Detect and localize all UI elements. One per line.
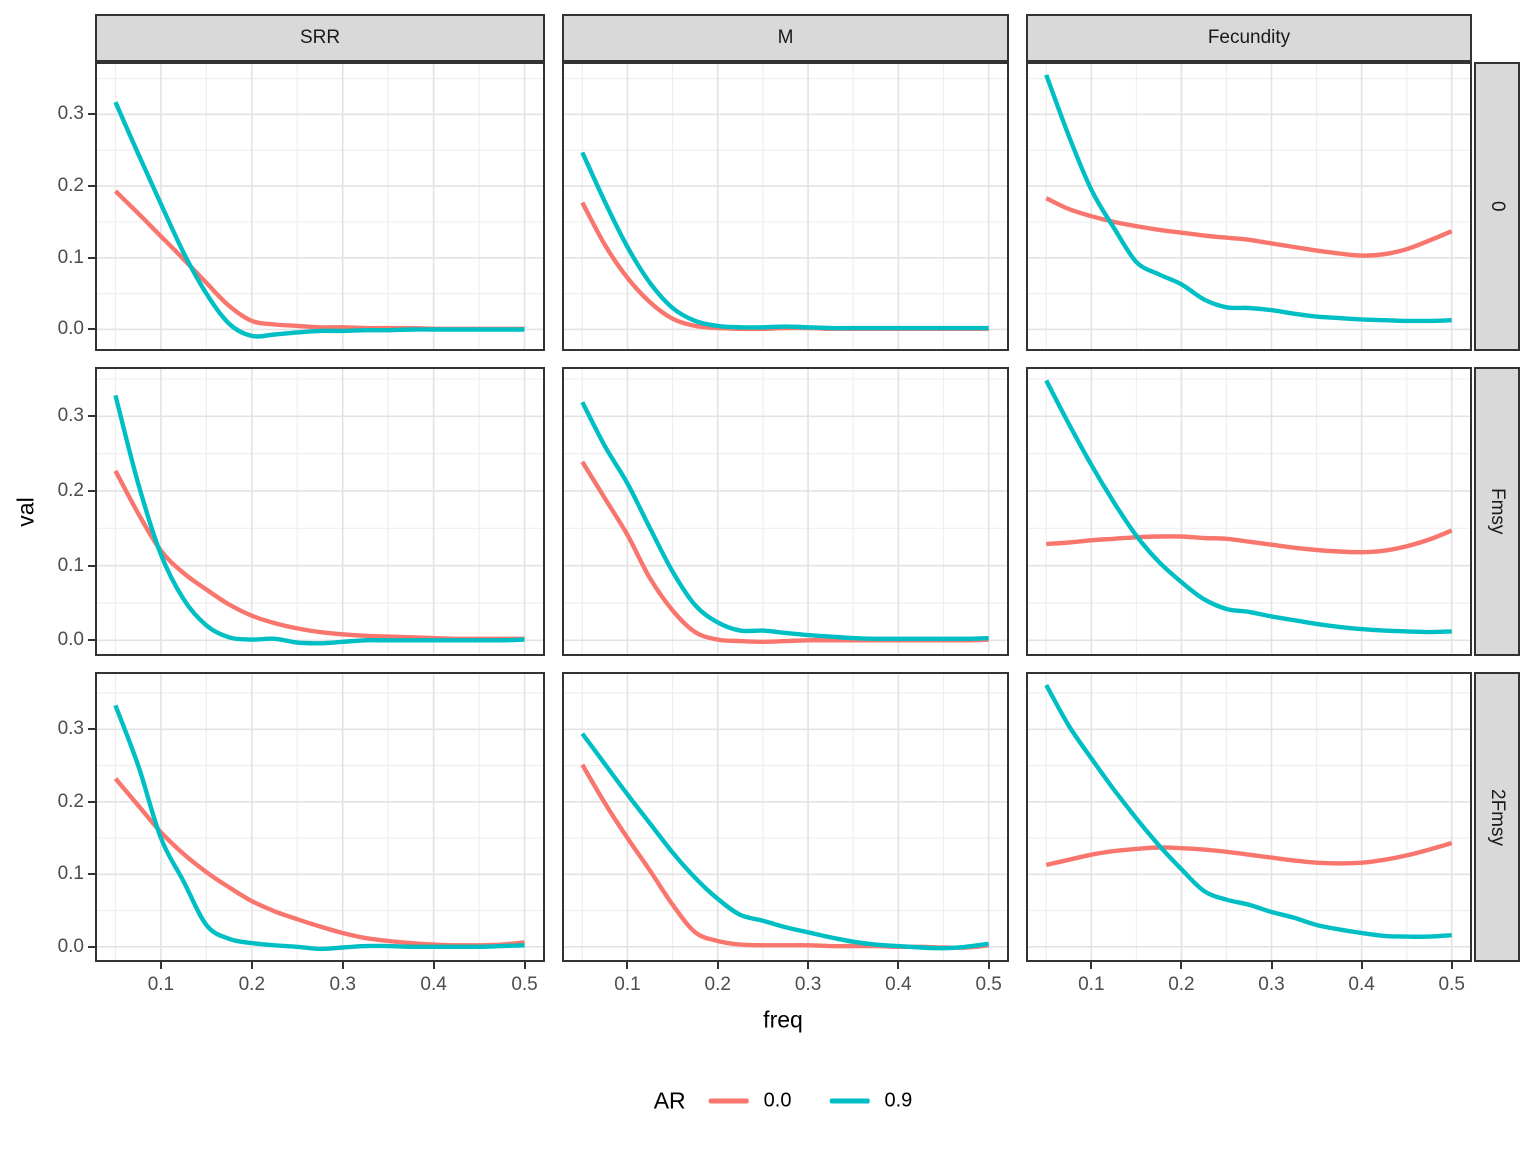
- line-series-AR-0.0: [1045, 196, 1453, 258]
- x-tick-label: 0.5: [975, 974, 1002, 995]
- line-series-AR-0.9: [580, 732, 989, 951]
- panel-Fecundity-Fmsy: [1026, 367, 1472, 656]
- x-tick-label: 0.4: [885, 974, 912, 995]
- y-tick-mark: [88, 489, 95, 492]
- line-series-AR-0.9: [113, 394, 525, 646]
- y-tick-label: 0.3: [57, 103, 84, 125]
- panel-Fecundity-0: [1026, 62, 1472, 351]
- line-series-AR-0.0: [1046, 528, 1453, 555]
- y-tick-label: 0.2: [57, 790, 84, 812]
- facet-column-strip-M: M: [562, 14, 1009, 62]
- line-series-AR-0.0: [113, 469, 525, 642]
- line-series-AR-0.9: [580, 151, 989, 331]
- x-tick-label: 0.4: [1348, 974, 1375, 995]
- panel-SRR-2Fmsy: [95, 672, 545, 962]
- y-tick-label: 0.0: [57, 318, 84, 340]
- panel-M-0: [562, 62, 1009, 351]
- y-tick-mark: [88, 800, 95, 803]
- facet-row-strip-Fmsy: Fmsy: [1474, 367, 1520, 656]
- x-tick-mark: [1180, 962, 1183, 969]
- x-tick-label: 0.2: [1168, 974, 1195, 995]
- x-tick-label: 0.4: [420, 974, 447, 995]
- x-tick-label: 0.3: [794, 974, 822, 995]
- facet-column-strip-Fecundity: Fecundity: [1026, 14, 1472, 62]
- x-tick-mark: [716, 962, 719, 969]
- x-tick-mark: [159, 962, 162, 969]
- line-series-AR-0.9: [580, 401, 989, 642]
- panel-M-2Fmsy: [562, 672, 1009, 962]
- y-tick-label: 0.2: [57, 479, 84, 501]
- x-tick-label: 0.3: [329, 974, 356, 995]
- line-series-AR-0.0: [1045, 840, 1453, 867]
- legend-entry-label: 0.9: [884, 1089, 913, 1112]
- line-series-AR-0.0: [113, 777, 525, 948]
- legend-title: AR: [653, 1087, 686, 1114]
- x-tick-mark: [897, 962, 900, 969]
- y-tick-label: 0.1: [57, 554, 84, 576]
- x-tick-mark: [1360, 962, 1363, 969]
- x-tick-label: 0.3: [1258, 974, 1285, 995]
- x-tick-mark: [1270, 962, 1273, 969]
- line-series-AR-0.0: [580, 460, 989, 644]
- x-tick-label: 0.2: [704, 974, 731, 995]
- x-axis-title: freq: [763, 1006, 803, 1033]
- y-tick-label: 0.2: [57, 175, 84, 197]
- legend: AR 0.0 0.9: [654, 1088, 913, 1115]
- y-tick-mark: [88, 873, 95, 876]
- y-tick-label: 0.0: [57, 935, 84, 957]
- x-tick-mark: [1090, 962, 1093, 969]
- line-series-AR-0.9: [113, 704, 525, 952]
- x-tick-label: 0.5: [511, 974, 538, 995]
- legend-key-teal-line-icon: [829, 1098, 870, 1104]
- legend-entry-label: 0.0: [763, 1089, 792, 1112]
- facet-row-strip-0: 0: [1474, 62, 1520, 351]
- y-tick-mark: [88, 256, 95, 259]
- y-tick-mark: [88, 185, 95, 188]
- y-tick-mark: [88, 728, 95, 731]
- x-tick-mark: [250, 962, 253, 969]
- line-series-AR-0.9: [113, 101, 525, 339]
- panel-Fecundity-2Fmsy: [1026, 672, 1472, 962]
- facet-column-strip-SRR: SRR: [95, 14, 545, 62]
- line-series-AR-0.9: [1044, 683, 1452, 939]
- panel-M-Fmsy: [562, 367, 1009, 656]
- y-tick-mark: [88, 328, 95, 331]
- y-tick-mark: [88, 113, 95, 116]
- x-tick-label: 0.1: [147, 974, 175, 995]
- line-series-AR-0.0: [113, 189, 525, 332]
- x-tick-label: 0.5: [1438, 974, 1465, 995]
- line-series-AR-0.0: [580, 763, 989, 950]
- y-tick-mark: [88, 945, 95, 948]
- y-tick-mark: [88, 564, 95, 567]
- line-series-AR-0.9: [1044, 379, 1452, 635]
- y-tick-mark: [88, 415, 95, 418]
- x-tick-mark: [987, 962, 990, 969]
- x-tick-label: 0.2: [238, 974, 266, 995]
- panel-SRR-0: [95, 62, 545, 351]
- y-tick-label: 0.1: [57, 863, 84, 885]
- x-tick-mark: [807, 962, 810, 969]
- y-tick-label: 0.3: [57, 405, 84, 427]
- panel-SRR-Fmsy: [95, 367, 545, 656]
- y-tick-label: 0.0: [57, 629, 84, 651]
- x-tick-label: 0.1: [614, 974, 641, 995]
- x-tick-mark: [341, 962, 344, 969]
- y-tick-label: 0.1: [57, 246, 84, 268]
- x-tick-mark: [523, 962, 526, 969]
- legend-key-red-line-icon: [708, 1098, 749, 1104]
- x-tick-mark: [432, 962, 435, 969]
- x-tick-mark: [626, 962, 629, 969]
- y-tick-mark: [88, 639, 95, 642]
- line-series-AR-0.9: [1044, 74, 1452, 324]
- y-tick-label: 0.3: [57, 718, 84, 740]
- x-tick-label: 0.1: [1078, 974, 1105, 995]
- facet-row-strip-2Fmsy: 2Fmsy: [1474, 672, 1520, 962]
- x-tick-mark: [1450, 962, 1453, 969]
